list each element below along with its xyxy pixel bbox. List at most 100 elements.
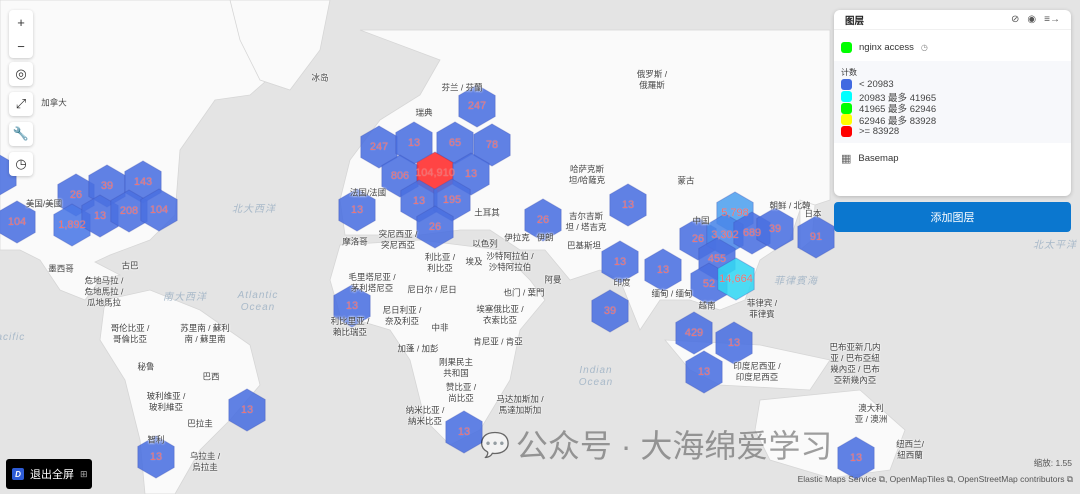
place-label: 冰岛	[311, 72, 329, 83]
hexbin-cell[interactable]	[601, 240, 639, 284]
hexbin-count: 689	[742, 227, 762, 239]
collapse-panel-icon[interactable]: ≡→	[1044, 14, 1060, 25]
hexbin-cell[interactable]	[333, 284, 371, 328]
hexbin-cell[interactable]	[591, 289, 629, 333]
hexbin-count: 13	[412, 195, 426, 207]
place-label: 中非	[431, 322, 449, 333]
hexbin-count: 13	[697, 366, 711, 378]
hexbin-cell[interactable]	[445, 410, 483, 454]
crosshair-icon: ◎	[15, 66, 27, 81]
layer-legend: 计数 < 20983 20983 最多 41965 41965 最多 62946 62…	[834, 61, 1071, 144]
zoom-in-button[interactable]: +	[17, 14, 25, 30]
fit-bounds-button[interactable]: ⤢	[9, 92, 33, 116]
place-label: 巴布亚新几内 亚 / 巴布亞紐 幾內亞 / 巴布 亞新幾內亞	[829, 342, 881, 385]
place-label: 也门 / 葉門	[503, 287, 545, 298]
hexbin-cell[interactable]	[756, 207, 794, 251]
legend-label: 20983 最多 41965	[859, 92, 937, 104]
expand-icon: ⤢	[15, 96, 27, 111]
hexbin-count: 13	[345, 300, 359, 312]
hexbin-cell[interactable]	[140, 188, 178, 232]
place-label: 法国/法國	[349, 187, 387, 198]
place-label: 利比里亚 / 賴比瑞亞	[330, 316, 370, 337]
place-label: 沙特阿拉伯 / 沙特阿拉伯	[486, 251, 534, 272]
hexbin-cell[interactable]	[644, 248, 682, 292]
hexbin-count: 13	[849, 452, 863, 464]
hexbin-cell[interactable]	[338, 188, 376, 232]
legend-item: 62946 最多 83928	[841, 114, 1064, 127]
ocean-label: 北大西洋	[232, 204, 276, 215]
hexbin-cell[interactable]	[228, 388, 266, 432]
hexbin-cell[interactable]	[837, 436, 875, 480]
place-label: 巴拉圭	[187, 418, 213, 429]
zoom-readout: 缩放: 1.55	[1033, 458, 1072, 468]
hexbin-count: 13	[240, 404, 254, 416]
show-all-layers-icon[interactable]: ◉	[1027, 14, 1037, 25]
place-label: 肯尼亚 / 肯亞	[473, 336, 523, 347]
place-label: 加拿大	[41, 97, 67, 108]
hexbin-cell[interactable]	[416, 205, 454, 249]
hexbin-cell[interactable]	[524, 198, 562, 242]
hexbin-count: 26	[691, 233, 705, 245]
legend-swatch	[841, 91, 852, 103]
hexbin-cell[interactable]	[685, 350, 723, 394]
clock-icon: ◷	[920, 43, 928, 52]
tools-button[interactable]: 🔧	[9, 122, 33, 146]
timeslider-button[interactable]: ◷	[9, 152, 33, 176]
hexbin-cell[interactable]	[452, 152, 490, 196]
zoom-controls: + −	[9, 10, 33, 58]
hexbin-count: 195	[442, 194, 462, 206]
layer-item-nginx-access[interactable]: nginx access ◷	[834, 42, 1071, 53]
exit-fullscreen-button[interactable]: D 退出全屏 ⊞	[6, 459, 92, 489]
place-label: 印度尼西亚 / 印度尼西亞	[733, 361, 781, 382]
hexbin-count: 13	[613, 256, 627, 268]
hexbin-cell[interactable]	[609, 183, 647, 227]
hexbin-count: 52	[702, 278, 716, 290]
place-label: 摩洛哥	[342, 236, 368, 247]
hexbin-count: 455	[707, 253, 727, 265]
hexbin-cell[interactable]	[715, 321, 753, 365]
locate-button[interactable]: ◎	[9, 62, 33, 86]
hexbin-count: 806	[390, 170, 410, 182]
legend-swatch	[841, 102, 852, 114]
place-label: 伊朗	[536, 232, 554, 243]
layer-color-swatch	[841, 42, 852, 53]
hexbin-count: 13	[727, 337, 741, 349]
place-label: 利比亚 / 利比亞	[424, 252, 456, 273]
wechat-icon: 💬	[480, 432, 510, 459]
hexbin-count: 13	[407, 137, 421, 149]
place-label: 赞比亚 / 尚比亞	[445, 382, 477, 403]
panel-title: 图层	[845, 15, 865, 27]
hexbin-count: 13	[149, 451, 163, 463]
place-label: 朝鲜 / 北韓	[769, 200, 811, 211]
ocean-label: 北太平洋	[1033, 240, 1077, 251]
hexbin-count: 91	[809, 231, 823, 243]
legend-item: < 20983	[841, 79, 1064, 91]
hexbin-cell[interactable]	[0, 200, 36, 244]
hide-all-layers-icon[interactable]: ⊘	[1011, 14, 1020, 25]
zoom-out-button[interactable]: −	[17, 38, 25, 54]
place-label: 秘鲁	[137, 361, 155, 372]
attribution[interactable]: Elastic Maps Service ⧉, OpenMapTiles ⧉, …	[797, 474, 1073, 484]
place-label: 俄罗斯 / 俄羅斯	[636, 69, 668, 90]
add-layer-button[interactable]: 添加图层	[834, 202, 1071, 232]
layer-name: nginx access	[859, 42, 914, 53]
hexbin-cell[interactable]	[675, 311, 713, 355]
hexbin-count: 104,910	[415, 167, 455, 179]
place-label: 美国/美國	[25, 198, 63, 209]
hexbin-cell[interactable]	[717, 257, 755, 301]
place-label: 智利	[147, 434, 165, 445]
place-label: 哥伦比亚 / 哥倫比亞	[110, 323, 150, 344]
hexbin-cell[interactable]	[473, 123, 511, 167]
hexbin-count: 39	[768, 223, 782, 235]
ocean-label: Pacific	[0, 332, 26, 343]
ocean-label: Atlantic Ocean	[237, 290, 279, 313]
layer-item-basemap[interactable]: ▦ Basemap	[834, 152, 1071, 165]
hexbin-cell[interactable]	[458, 84, 496, 128]
hexbin-cell[interactable]	[137, 435, 175, 479]
hexbin-count: 13	[457, 426, 471, 438]
legend-label: >= 83928	[859, 126, 900, 138]
hexbin-count: 26	[428, 221, 442, 233]
hexbin-count: 13	[93, 210, 107, 222]
place-label: 中国	[692, 215, 710, 226]
